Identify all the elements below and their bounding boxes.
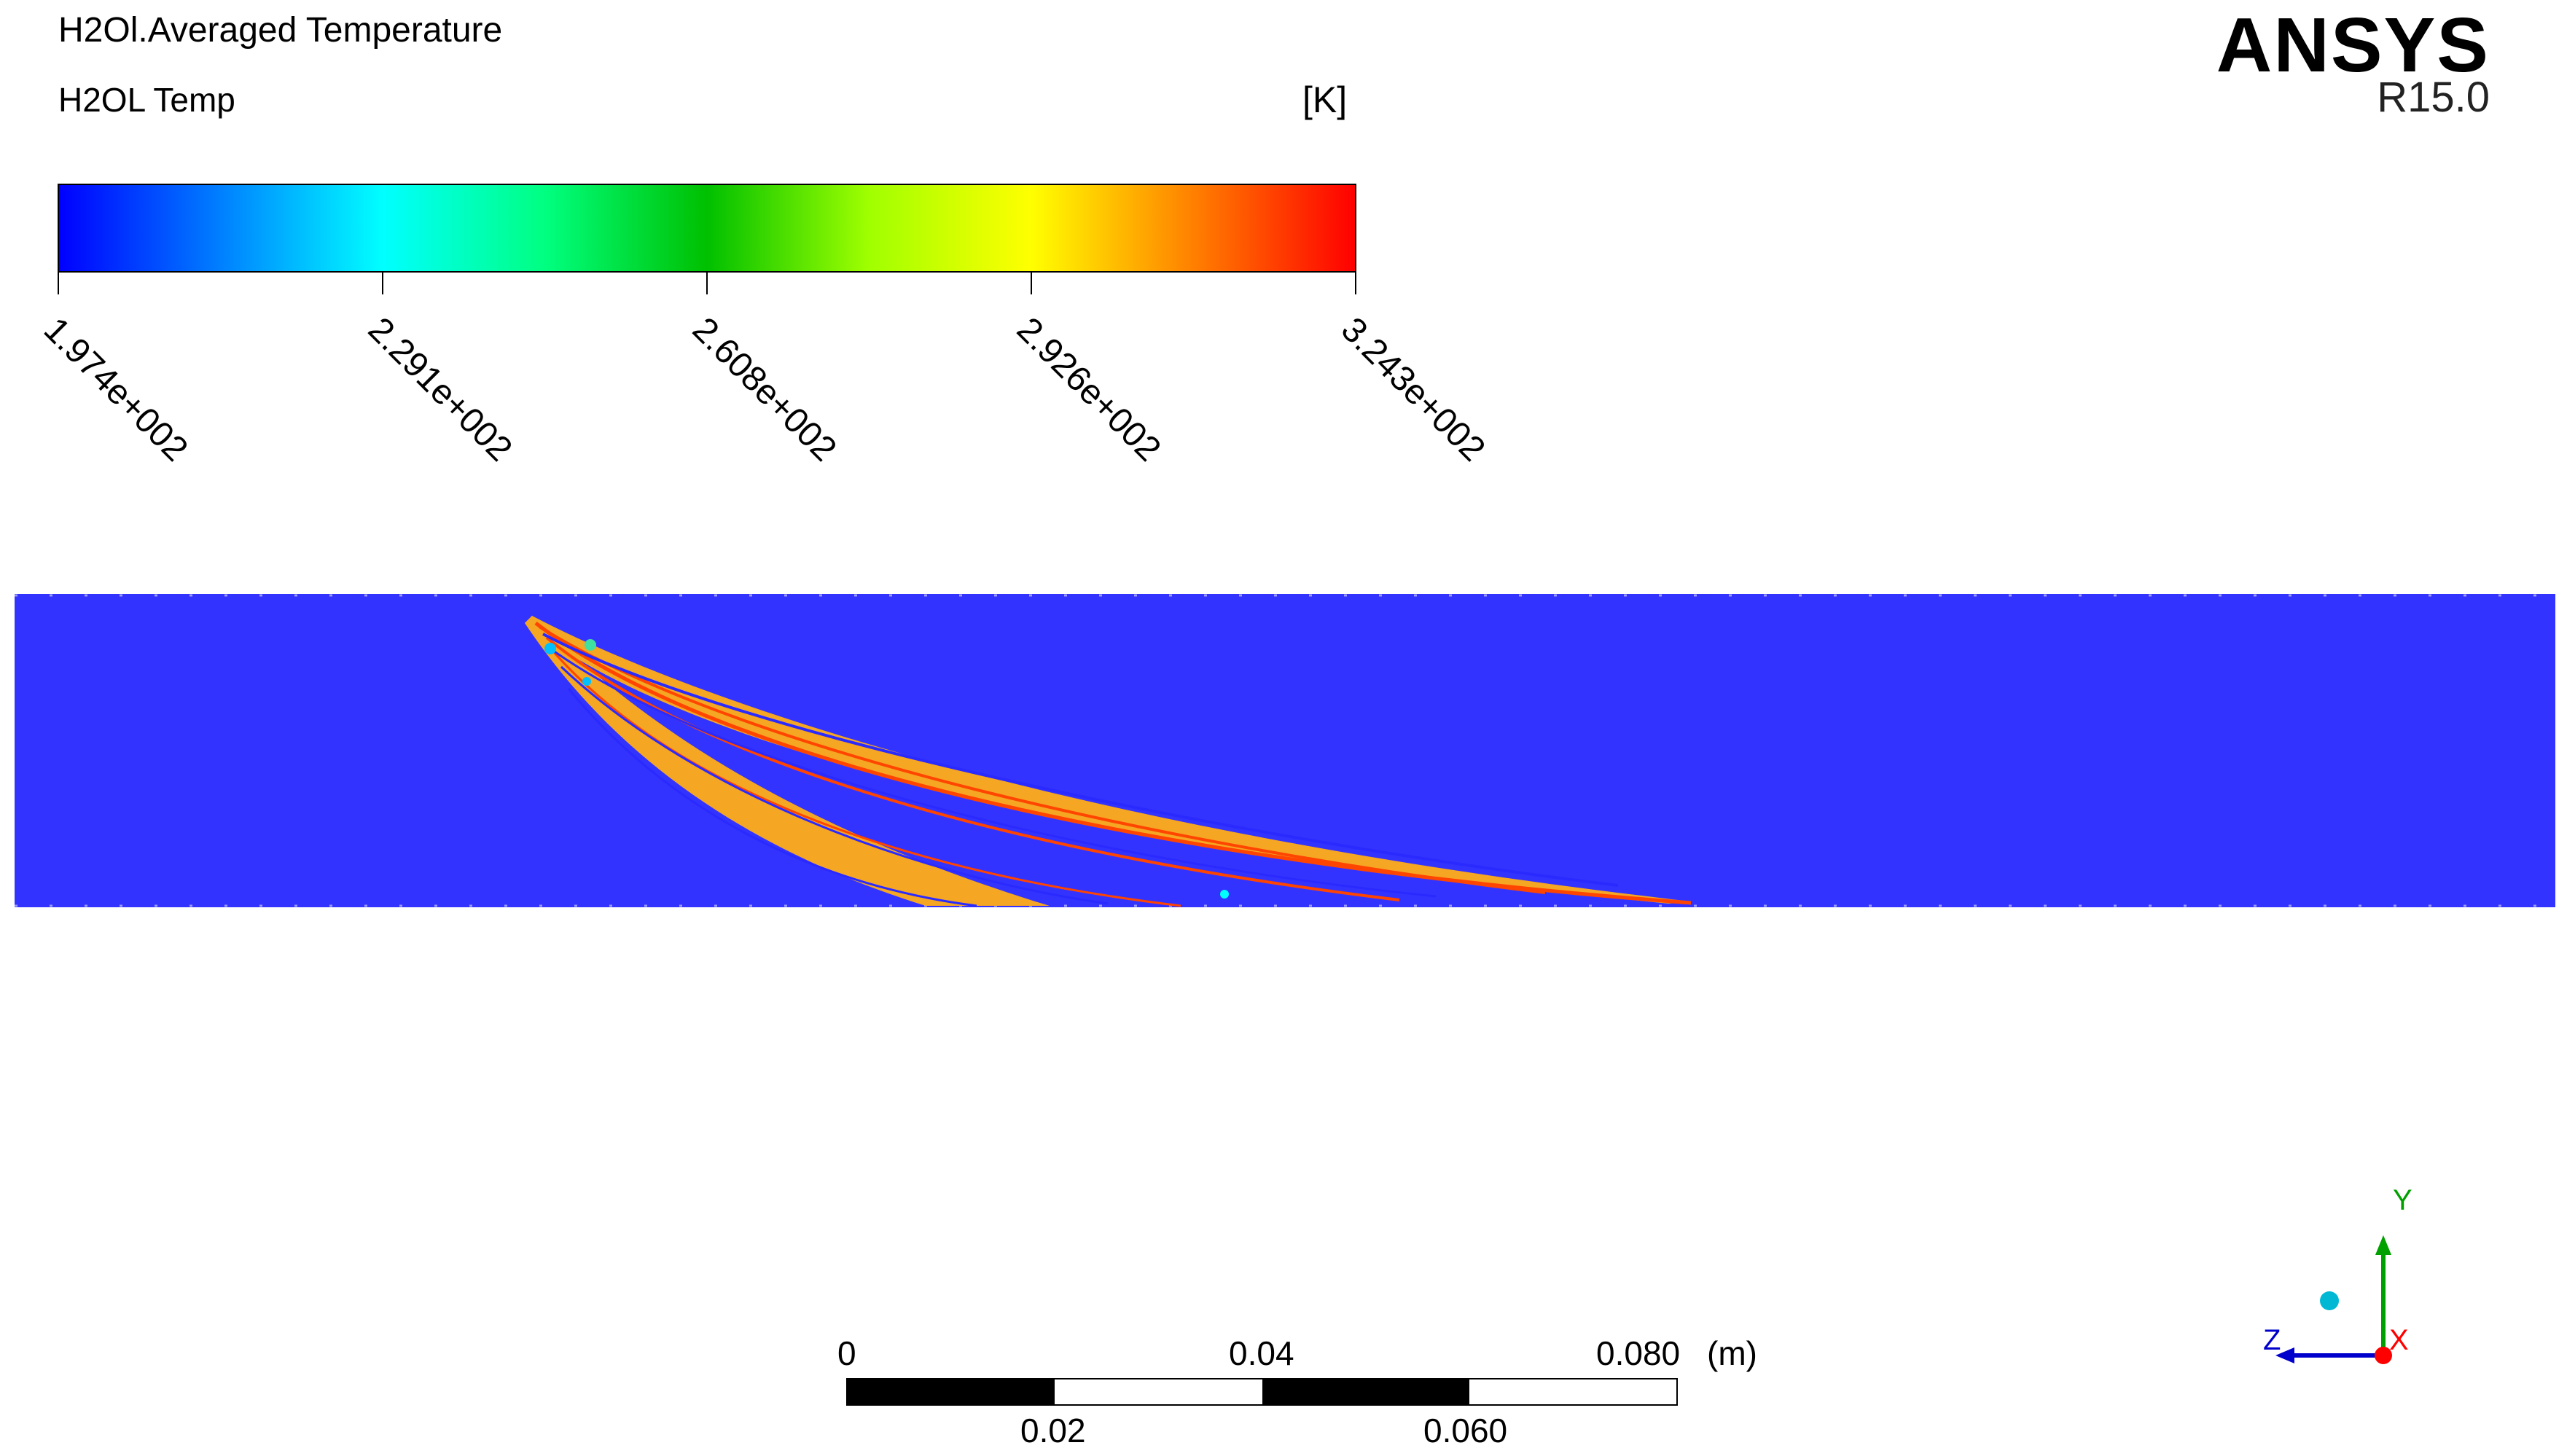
track-band — [525, 616, 1050, 906]
legend-title: H2Ol.Averaged Temperature — [58, 11, 503, 50]
legend-tick-label: 3.243e+002 — [1333, 310, 1493, 469]
legend-tick-mark — [58, 273, 59, 294]
track-line — [538, 625, 1546, 894]
legend-tick-mark — [382, 273, 383, 294]
version-label: R15.0 — [2377, 74, 2490, 121]
track-hotspot — [582, 677, 591, 686]
scale-label: 0 — [837, 1334, 856, 1372]
scale-label: 0.080 — [1596, 1334, 1681, 1372]
legend-tick-label: 2.608e+002 — [684, 310, 844, 469]
y-axis-arrowhead — [2375, 1235, 2391, 1255]
legend-tick-mark — [706, 273, 708, 294]
track-hotspot — [585, 639, 596, 651]
legend-tick-mark — [1031, 273, 1032, 294]
scale-segment — [1262, 1379, 1469, 1404]
scale-segment — [1055, 1379, 1262, 1404]
legend-units: [K] — [1302, 79, 1348, 120]
x-axis-label: X — [2389, 1324, 2409, 1356]
track-line — [552, 651, 1181, 907]
axis-triad[interactable]: Y Z X — [2230, 1184, 2449, 1377]
legend-variable-name: H2OL Temp — [58, 81, 235, 119]
ansys-logo: ANSYS — [2216, 2, 2490, 88]
track-gap — [560, 665, 1109, 905]
legend-tick-mark — [1355, 273, 1356, 294]
scale-label: 0.04 — [1229, 1334, 1294, 1372]
scale-label: 0.02 — [1020, 1412, 1086, 1449]
track-gap — [542, 633, 1619, 887]
domain-plot — [15, 594, 2555, 907]
domain-background — [15, 594, 2555, 907]
track-hotspot — [1220, 890, 1229, 899]
scale-unit: (m) — [1707, 1334, 1757, 1372]
legend-tick-label: 2.291e+002 — [360, 310, 520, 469]
scale-segment — [848, 1379, 1055, 1404]
z-axis-label: Z — [2263, 1324, 2281, 1356]
legend-colorbar — [58, 184, 1356, 273]
legend-tick-label: 2.926e+002 — [1009, 310, 1168, 469]
x-axis-point — [2375, 1347, 2392, 1364]
track-gap — [550, 647, 1437, 898]
viewport[interactable] — [15, 594, 2555, 907]
track-line — [545, 636, 1400, 901]
legend-tick-label: 1.974e+002 — [36, 310, 195, 469]
scale-segment — [1469, 1379, 1676, 1404]
z-axis-arrowhead — [2275, 1347, 2294, 1363]
track-hotspot — [544, 643, 556, 654]
view-sphere-icon — [2320, 1291, 2339, 1310]
scale-bar — [846, 1378, 1678, 1406]
axis-triad-graphic: Y Z X — [2263, 1184, 2412, 1364]
scale-label: 0.060 — [1423, 1412, 1508, 1449]
y-axis-label: Y — [2393, 1188, 2412, 1216]
particle-tracks — [525, 616, 1692, 907]
track-gap — [567, 688, 977, 907]
